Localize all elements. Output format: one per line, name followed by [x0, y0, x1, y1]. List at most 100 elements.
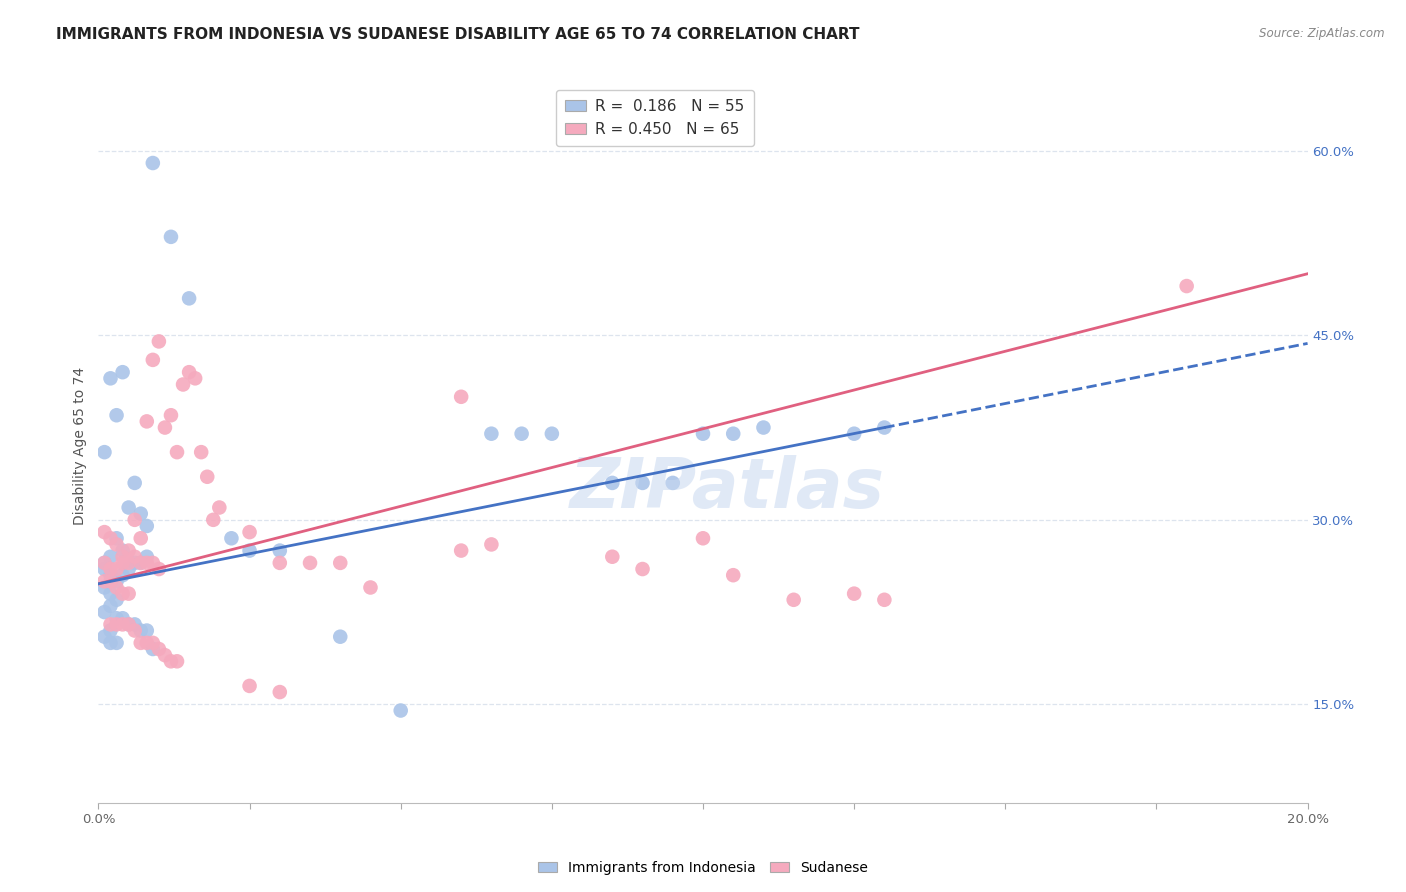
Point: [100, 371, 122, 385]
Point: [873, 592, 896, 607]
Point: [844, 587, 866, 601]
Point: [692, 531, 714, 545]
Point: [299, 556, 322, 570]
Point: [239, 679, 262, 693]
Point: [172, 377, 194, 392]
Legend: Immigrants from Indonesia, Sudanese: Immigrants from Indonesia, Sudanese: [531, 855, 875, 880]
Point: [783, 592, 806, 607]
Point: [481, 426, 503, 441]
Point: [100, 636, 122, 650]
Point: [450, 543, 472, 558]
Point: [93, 562, 115, 576]
Point: [160, 230, 183, 244]
Point: [662, 475, 685, 490]
Legend: R =  0.186   N = 55, R = 0.450   N = 65: R = 0.186 N = 55, R = 0.450 N = 65: [555, 90, 754, 145]
Point: [93, 445, 115, 459]
Point: [100, 562, 122, 576]
Point: [105, 636, 128, 650]
Point: [135, 414, 157, 428]
Point: [844, 426, 866, 441]
Point: [184, 371, 207, 385]
Point: [540, 426, 562, 441]
Point: [1175, 279, 1198, 293]
Point: [100, 599, 122, 613]
Point: [129, 556, 152, 570]
Point: [208, 500, 231, 515]
Point: [142, 352, 165, 367]
Point: [269, 543, 291, 558]
Point: [142, 556, 165, 570]
Point: [142, 156, 165, 170]
Point: [105, 611, 128, 625]
Point: [723, 426, 745, 441]
Point: [160, 409, 183, 423]
Point: [93, 605, 115, 619]
Point: [329, 630, 352, 644]
Point: [124, 617, 146, 632]
Point: [329, 556, 352, 570]
Point: [118, 556, 141, 570]
Point: [100, 568, 122, 582]
Y-axis label: Disability Age 65 to 74: Disability Age 65 to 74: [73, 367, 87, 525]
Point: [118, 543, 141, 558]
Text: Source: ZipAtlas.com: Source: ZipAtlas.com: [1260, 27, 1385, 40]
Point: [105, 409, 128, 423]
Point: [100, 549, 122, 564]
Point: [269, 685, 291, 699]
Point: [631, 475, 654, 490]
Point: [124, 513, 146, 527]
Point: [93, 556, 115, 570]
Point: [111, 611, 134, 625]
Point: [93, 581, 115, 595]
Text: ZIPatlas: ZIPatlas: [569, 455, 884, 523]
Point: [239, 543, 262, 558]
Point: [111, 617, 134, 632]
Point: [202, 513, 225, 527]
Point: [142, 636, 165, 650]
Point: [129, 624, 152, 638]
Point: [111, 365, 134, 379]
Point: [100, 531, 122, 545]
Point: [481, 537, 503, 551]
Point: [195, 469, 218, 483]
Point: [111, 568, 134, 582]
Point: [179, 291, 201, 305]
Point: [124, 556, 146, 570]
Point: [93, 556, 115, 570]
Point: [93, 525, 115, 540]
Point: [602, 475, 624, 490]
Point: [269, 556, 291, 570]
Point: [105, 562, 128, 576]
Point: [190, 445, 212, 459]
Point: [129, 531, 152, 545]
Point: [135, 636, 157, 650]
Point: [450, 390, 472, 404]
Point: [135, 519, 157, 533]
Point: [118, 617, 141, 632]
Point: [135, 549, 157, 564]
Point: [105, 581, 128, 595]
Point: [105, 574, 128, 589]
Point: [111, 543, 134, 558]
Point: [129, 507, 152, 521]
Point: [239, 525, 262, 540]
Point: [111, 587, 134, 601]
Point: [692, 426, 714, 441]
Point: [129, 636, 152, 650]
Point: [100, 587, 122, 601]
Point: [873, 420, 896, 434]
Point: [100, 617, 122, 632]
Point: [360, 581, 382, 595]
Point: [148, 642, 170, 657]
Point: [105, 592, 128, 607]
Point: [118, 562, 141, 576]
Point: [135, 624, 157, 638]
Point: [602, 549, 624, 564]
Point: [100, 624, 122, 638]
Point: [142, 642, 165, 657]
Point: [166, 654, 188, 668]
Point: [118, 500, 141, 515]
Point: [111, 556, 134, 570]
Point: [124, 624, 146, 638]
Point: [124, 549, 146, 564]
